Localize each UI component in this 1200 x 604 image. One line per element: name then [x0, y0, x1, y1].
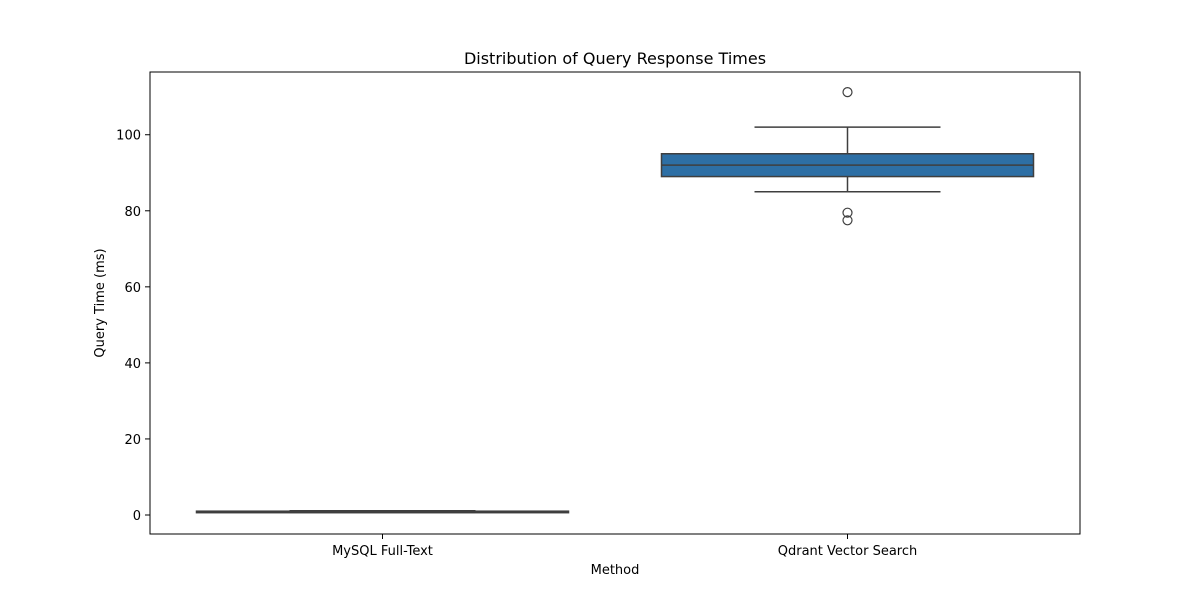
x-tick-label: MySQL Full-Text: [332, 544, 433, 559]
plot-frame: [149, 71, 1081, 535]
y-tick-label: 20: [124, 433, 141, 448]
y-tick-label: 100: [116, 129, 141, 144]
y-axis-label: Query Time (ms): [93, 248, 108, 357]
y-tick-label: 80: [124, 205, 141, 220]
y-tick-label: 0: [133, 509, 141, 524]
x-axis-label: Method: [591, 563, 640, 578]
outlier-point: [842, 207, 853, 218]
chart-title: Distribution of Query Response Times: [464, 49, 766, 68]
outlier-point: [842, 215, 853, 226]
y-tick-label: 60: [124, 281, 141, 296]
outlier-point: [842, 87, 853, 98]
y-tick-label: 40: [124, 357, 141, 372]
plot-area: 0 20 40 60 80 100 MySQL Full-Text Qdrant Vector…: [116, 71, 1081, 559]
x-tick-label: Qdrant Vector Search: [778, 544, 917, 559]
